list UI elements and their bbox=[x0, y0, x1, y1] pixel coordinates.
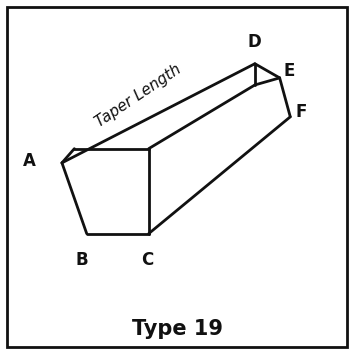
Text: C: C bbox=[141, 251, 153, 269]
Text: E: E bbox=[283, 62, 295, 80]
Text: B: B bbox=[75, 251, 88, 269]
Text: Taper Length: Taper Length bbox=[92, 61, 184, 130]
Text: F: F bbox=[296, 103, 307, 120]
Text: D: D bbox=[247, 33, 261, 51]
Text: Type 19: Type 19 bbox=[131, 319, 223, 339]
Text: A: A bbox=[23, 152, 35, 170]
